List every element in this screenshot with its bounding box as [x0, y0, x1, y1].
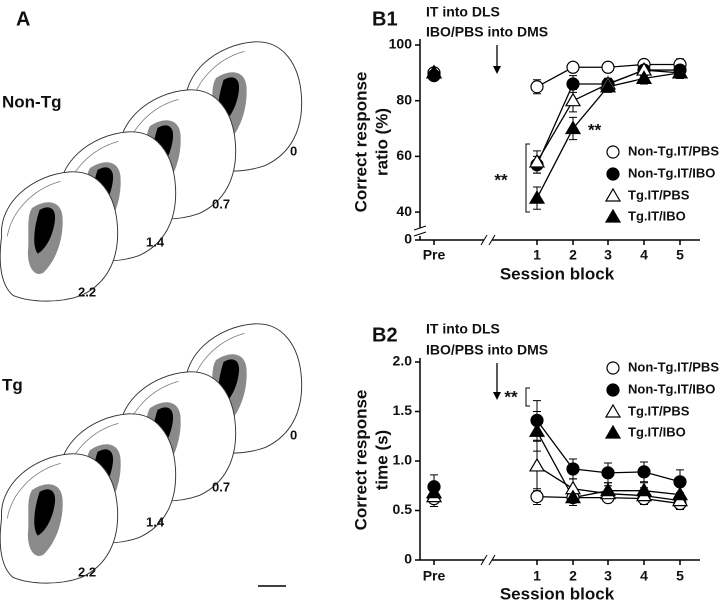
panel-label: B2	[372, 324, 398, 346]
section-label: 2.2	[78, 284, 96, 299]
legend-label: Tg.IT/IBO	[628, 424, 686, 439]
y-axis-title: Correct response	[351, 390, 370, 531]
legend-marker	[606, 167, 620, 181]
y-tick-label: 1.0	[393, 452, 413, 468]
data-point	[566, 77, 580, 91]
significance: **	[494, 170, 508, 189]
section-label: 2.2	[78, 564, 96, 579]
data-point	[635, 70, 653, 85]
legend-label: Tg.IT/IBO	[628, 208, 686, 223]
data-point	[566, 462, 580, 476]
annotation: IBO/PBS into DMS	[426, 24, 548, 40]
legend-marker	[606, 361, 620, 375]
y-axis-title: ratio (%)	[372, 108, 391, 176]
data-point	[425, 484, 443, 499]
data-point	[671, 64, 689, 79]
y-tick-label: 1.5	[393, 402, 413, 418]
annotation: IT into DLS	[426, 4, 500, 20]
x-axis-title: Session block	[500, 264, 615, 283]
data-point	[635, 482, 653, 497]
data-point	[673, 475, 687, 489]
section-label: 0	[290, 427, 297, 442]
x-tick-label: Pre	[423, 568, 446, 584]
legend-marker	[604, 208, 622, 223]
legend-label: Non-Tg.IT/PBS	[628, 143, 719, 158]
y-tick-label: 40	[396, 203, 412, 219]
group-label: Tg	[2, 375, 23, 394]
axis-break	[480, 234, 496, 246]
legend-label: Tg.IT/PBS	[628, 187, 690, 202]
legend-marker	[604, 187, 622, 202]
data-point	[564, 120, 582, 135]
x-tick-label: 1	[533, 568, 541, 584]
data-point	[637, 465, 651, 479]
y-tick-label: 0	[404, 551, 412, 567]
y-tick-label: 0.5	[393, 501, 413, 517]
x-axis-title: Session block	[500, 584, 615, 603]
panel-label: B1	[372, 8, 398, 30]
data-point	[530, 80, 544, 94]
section-label: 1.4	[146, 234, 165, 249]
group-label: Non-Tg	[2, 92, 61, 111]
data-point	[528, 189, 546, 204]
bracket	[525, 143, 530, 213]
legend-label: Tg.IT/PBS	[628, 403, 690, 418]
annotation: IBO/PBS into DMS	[426, 342, 548, 358]
data-point	[599, 482, 617, 497]
data-point	[601, 466, 615, 480]
legend-label: Non-Tg.IT/IBO	[628, 381, 715, 396]
axis-break	[413, 225, 427, 237]
data-point	[599, 78, 617, 93]
x-tick-label: 3	[604, 247, 612, 263]
x-tick-label: 5	[676, 247, 684, 263]
data-point	[566, 60, 580, 74]
legend-marker	[604, 424, 622, 439]
arrow-head	[493, 66, 501, 74]
data-point	[564, 92, 582, 107]
data-point	[528, 457, 546, 472]
section-label: 1.4	[146, 514, 165, 529]
x-tick-label: 4	[640, 247, 648, 263]
data-point	[530, 490, 544, 504]
y-tick-label: 100	[389, 36, 413, 52]
y-tick-label: 60	[396, 147, 412, 163]
significance: **	[504, 387, 518, 406]
brain-sections	[0, 41, 303, 584]
data-point	[528, 153, 546, 168]
panel-label: A	[16, 8, 30, 30]
x-tick-label: Pre	[423, 247, 446, 263]
data-point	[671, 486, 689, 501]
data-point	[601, 60, 615, 74]
y-tick-label: 2.0	[393, 353, 413, 369]
legend-marker	[606, 383, 620, 397]
axis-break	[480, 554, 496, 566]
legend-label: Non-Tg.IT/IBO	[628, 165, 715, 180]
legend-marker	[604, 403, 622, 418]
data-point	[425, 64, 443, 79]
section-label: 0.7	[212, 196, 230, 211]
x-tick-label: 3	[604, 568, 612, 584]
bracket	[525, 387, 530, 407]
data-point	[528, 423, 546, 437]
x-tick-label: 2	[569, 247, 577, 263]
legend-label: Non-Tg.IT/PBS	[628, 359, 719, 374]
x-tick-label: 2	[569, 568, 577, 584]
y-tick-label: 0	[404, 231, 412, 247]
arrow-head	[493, 392, 501, 400]
y-tick-label: 80	[396, 91, 412, 107]
section-label: 0.7	[212, 479, 230, 494]
x-tick-label: 4	[640, 568, 648, 584]
x-tick-label: 5	[676, 568, 684, 584]
section-label: 0	[290, 143, 297, 158]
significance: **	[588, 120, 602, 139]
y-axis-title: Correct response	[351, 72, 370, 213]
data-point	[564, 489, 582, 504]
annotation: IT into DLS	[426, 321, 500, 337]
legend-marker	[606, 145, 620, 159]
x-tick-label: 1	[533, 247, 541, 263]
y-axis-title: time (s)	[372, 430, 391, 490]
